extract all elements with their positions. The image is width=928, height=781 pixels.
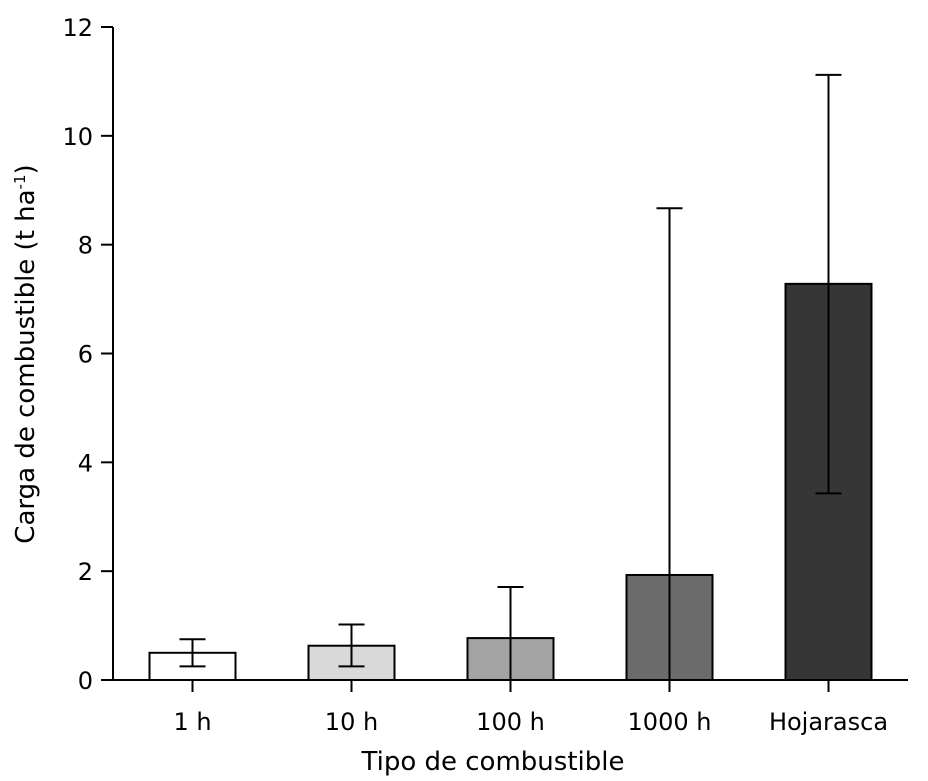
x-tick-label: 10 h xyxy=(325,708,378,736)
y-tick-label: 8 xyxy=(78,232,93,260)
x-axis-title: Tipo de combustible xyxy=(361,747,625,777)
x-tick-label: 1000 h xyxy=(628,708,712,736)
y-tick-label: 10 xyxy=(62,123,93,151)
y-tick-label: 2 xyxy=(78,558,93,586)
y-tick-label: 0 xyxy=(78,667,93,695)
y-ticks: 0 2 4 6 8 10 12 xyxy=(62,14,113,695)
x-tick-label: Hojarasca xyxy=(769,708,888,736)
y-axis-title-close: ) xyxy=(11,164,41,174)
y-axis-title-superscript: -1 xyxy=(11,174,29,189)
x-ticks: 1 h 10 h 100 h 1000 h Hojarasca xyxy=(173,680,888,736)
y-tick-label: 12 xyxy=(62,14,93,42)
y-axis-title-main: Carga de combustible (t ha xyxy=(11,189,41,543)
y-tick-label: 6 xyxy=(78,341,93,369)
error-bars xyxy=(179,73,842,680)
bars xyxy=(148,282,873,682)
x-tick-label: 100 h xyxy=(476,708,545,736)
y-tick-label: 4 xyxy=(78,449,93,477)
x-tick-label: 1 h xyxy=(173,708,211,736)
y-axis-title: Carga de combustible (t ha-1) xyxy=(11,164,41,543)
